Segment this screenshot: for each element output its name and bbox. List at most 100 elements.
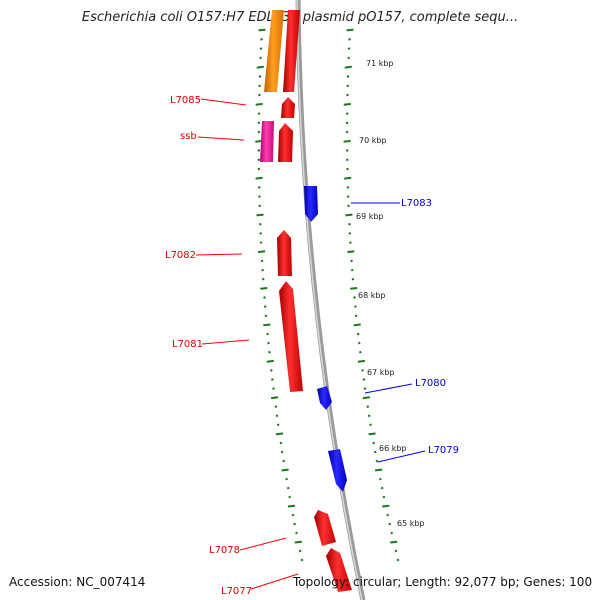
backbone-circle	[295, 0, 366, 600]
ruler-tick	[294, 540, 302, 544]
ruler-tick	[343, 102, 351, 106]
ruler-tick	[350, 287, 358, 290]
ruler-tick	[346, 84, 350, 88]
ruler-tick	[281, 468, 289, 472]
ruler-tick	[257, 158, 261, 162]
ruler-tick	[298, 549, 302, 553]
ruler-tick	[279, 441, 283, 445]
ruler-tick	[300, 558, 304, 562]
ruler-tick	[257, 112, 261, 115]
ruler-tick	[255, 176, 263, 180]
ruler-tick	[382, 495, 386, 499]
ruler-tick	[257, 186, 261, 189]
ruler-tick	[345, 149, 349, 152]
gene-label-l7083[interactable]: L7083	[401, 198, 432, 209]
gene-label-l7078[interactable]: L7078	[209, 545, 240, 556]
ruler-label: 67 kbp	[367, 368, 395, 377]
gene-arrow-l7081[interactable]	[279, 281, 303, 392]
topology-stats-text: Topology: circular; Length: 92,077 bp; G…	[293, 575, 593, 589]
ruler-label: 70 kbp	[359, 136, 387, 145]
ruler-tick	[378, 477, 382, 481]
gene-arrow-l7078[interactable]	[314, 510, 336, 546]
leader-line	[200, 98, 247, 106]
gene-label-l7085[interactable]: L7085	[170, 95, 201, 106]
ruler-tick	[373, 450, 377, 454]
backbone-highlight	[296, 0, 363, 600]
ruler-tick	[280, 450, 284, 454]
ruler-tick	[363, 387, 367, 390]
ruler-tick	[345, 213, 353, 217]
ruler-tick	[291, 513, 295, 517]
ruler-tick	[358, 350, 362, 354]
ruler-tick	[354, 314, 358, 318]
ruler-tick	[382, 504, 390, 508]
ruler-tick	[380, 486, 384, 490]
ruler-tick	[260, 259, 264, 263]
gene-arrow-l7079[interactable]	[328, 449, 347, 492]
ruler-tick	[361, 369, 364, 372]
ruler-tick	[375, 459, 379, 463]
ruler-tick	[353, 296, 356, 299]
ruler-tick	[257, 250, 266, 254]
ruler-tick	[366, 405, 370, 409]
leader-line	[195, 253, 243, 256]
ruler-tick	[275, 432, 284, 436]
gene-arrow[interactable]	[264, 10, 284, 92]
gene-arrow-l7077[interactable]	[326, 548, 352, 592]
ruler-tick	[261, 277, 265, 281]
ruler-tick	[260, 37, 263, 41]
ruler-tick	[285, 477, 288, 481]
ruler-tick	[260, 287, 268, 290]
gene-label-ssb[interactable]: ssb	[180, 131, 197, 142]
ruler-tick	[257, 121, 261, 125]
ruler-tick	[274, 405, 278, 409]
ruler-tick	[343, 139, 351, 143]
gene-arrow-l7080[interactable]	[317, 386, 332, 410]
ruler-tick	[346, 195, 350, 198]
ruler-tick	[353, 323, 361, 327]
leader-line	[201, 339, 250, 345]
ruler-tick	[344, 176, 352, 180]
ruler-tick	[258, 93, 261, 97]
gene-arrow-l7085[interactable]	[281, 97, 295, 118]
ruler-label: 68 kbp	[358, 291, 386, 300]
gene-arrow[interactable]	[278, 123, 293, 162]
ruler-tick	[354, 305, 357, 308]
ruler-tick	[270, 396, 279, 400]
ruler-tick	[258, 28, 266, 32]
gene-label-l7077[interactable]: L7077	[221, 586, 252, 597]
ruler-tick	[259, 56, 262, 60]
ruler-tick	[347, 250, 355, 254]
gene-arrow[interactable]	[283, 10, 300, 92]
gene-arrow-l7083[interactable]	[304, 186, 318, 222]
ruler-tick	[346, 167, 349, 171]
ruler-tick	[259, 232, 263, 235]
gene-label-l7079[interactable]: L7079	[428, 445, 459, 456]
ruler-label: 65 kbp	[397, 519, 425, 528]
ruler-tick	[257, 149, 261, 152]
gene-label-l7081[interactable]: L7081	[172, 339, 203, 350]
ruler-tick	[267, 341, 270, 345]
ruler-tick	[263, 323, 271, 327]
ruler-tick	[344, 65, 352, 69]
gene-arrow-l7082[interactable]	[277, 230, 292, 276]
leader-line	[364, 383, 413, 394]
ruler-tick	[256, 213, 264, 217]
gene-label-l7080[interactable]: L7080	[415, 378, 446, 389]
ruler-tick	[362, 378, 366, 381]
ruler-tick	[349, 241, 352, 244]
gene-label-l7082[interactable]: L7082	[165, 250, 196, 261]
ruler-tick	[374, 468, 383, 472]
ruler-tick	[258, 222, 262, 226]
leader-line	[197, 136, 245, 141]
ruler-tick	[345, 121, 349, 125]
leader-line	[239, 537, 287, 551]
ruler-tick	[386, 513, 390, 517]
ruler-tick	[257, 130, 261, 134]
ruler-tick	[259, 241, 263, 244]
outer-ruler-ticks	[343, 28, 400, 562]
ruler-tick	[348, 232, 352, 235]
gene-arrow-ssb[interactable]	[260, 121, 274, 162]
ruler-label: 69 kbp	[356, 212, 384, 221]
